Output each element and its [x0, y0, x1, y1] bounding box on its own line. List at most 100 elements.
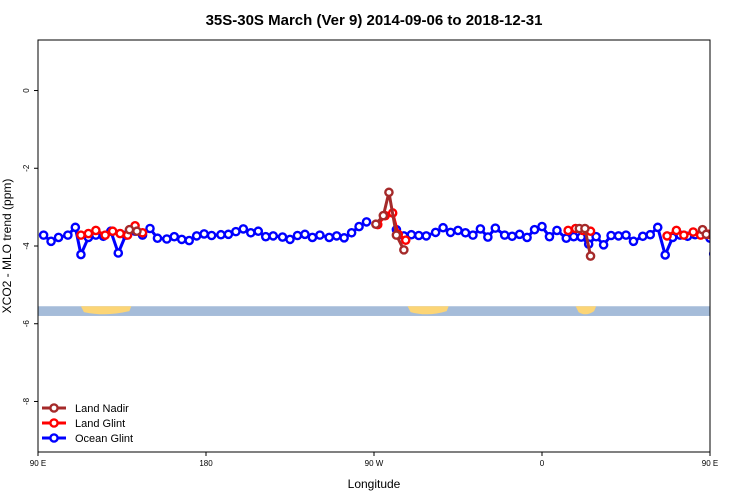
ocean-glint-point-1-15 — [507, 231, 517, 242]
ocean-glint-point-0-21 — [199, 229, 209, 239]
ocean-glint-point-1-30 — [621, 230, 631, 240]
ocean-glint-point-1-20 — [544, 231, 555, 242]
chart-title: 35S-30S March (Ver 9) 2014-09-06 to 2018… — [206, 12, 543, 29]
y-tick-label-1: -2 — [22, 164, 31, 172]
ocean-glint-point-1-23 — [568, 231, 579, 242]
ocean-glint-point-0-36 — [315, 230, 325, 240]
land-ocean-band — [38, 306, 710, 316]
x-tick-label-1: 180 — [199, 459, 213, 468]
ocean-glint-point-1-22 — [561, 233, 572, 244]
legend-label-ocean-glint: Ocean Glint — [75, 433, 133, 445]
land-nadir-point-1-2 — [384, 187, 394, 198]
ocean-glint-point-0-15 — [152, 233, 163, 244]
land-glint-point-3-1 — [671, 225, 682, 236]
y-tick-label-3: -6 — [22, 320, 31, 328]
ocean-glint-point-0-28 — [253, 226, 264, 237]
ocean-glint-point-0-27 — [245, 227, 256, 238]
ocean-glint-point-1-29 — [613, 231, 624, 241]
ocean-glint-point-0-37 — [324, 232, 335, 243]
ocean-glint-point-0-3 — [63, 230, 73, 240]
ocean-glint-point-0-2 — [53, 232, 64, 243]
ocean-glint-point-0-20 — [191, 231, 202, 241]
ocean-glint-point-1-4 — [421, 231, 432, 241]
ocean-glint-point-0-24 — [223, 229, 234, 240]
series-land-nadir — [124, 187, 710, 261]
ocean-glint-point-0-18 — [176, 234, 187, 245]
x-tick-label-4: 90 E — [702, 459, 718, 468]
land-glint-point-0-0 — [76, 230, 86, 240]
ocean-glint-point-1-32 — [638, 231, 648, 242]
ocean-glint-point-0-34 — [300, 229, 310, 240]
legend-marker-land-glint — [49, 418, 59, 428]
ocean-glint-point-1-6 — [438, 222, 448, 233]
ocean-glint-point-0-23 — [216, 229, 226, 240]
ocean-glint-point-0-19 — [184, 235, 194, 246]
ocean-glint-point-1-35 — [660, 250, 671, 260]
ocean-glint-point-1-16 — [514, 229, 525, 240]
ocean-glint-point-1-21 — [552, 225, 562, 236]
ocean-glint-point-0-39 — [339, 233, 349, 243]
legend: Land Nadir Land Glint Ocean Glint — [42, 403, 133, 445]
legend-label-land-nadir: Land Nadir — [75, 403, 129, 415]
series-layer — [38, 187, 710, 261]
ocean-glint-point-1-19 — [537, 221, 547, 232]
land-nadir-point-1-4 — [399, 245, 409, 255]
ocean-glint-point-1-33 — [645, 229, 656, 240]
land-nadir-point-1-3 — [391, 230, 402, 240]
ocean-glint-point-1-27 — [598, 240, 609, 250]
ocean-glint-point-0-26 — [238, 224, 249, 234]
plot-area — [37, 39, 711, 453]
y-tick-label-0: 0 — [22, 88, 31, 93]
x-tick-label-2: 90 W — [365, 459, 384, 468]
land-glint-point-0-2 — [91, 225, 101, 236]
ocean-glint-point-0-0 — [38, 230, 49, 240]
ocean-glint-point-0-40 — [346, 227, 357, 238]
land-glint-point-1-4 — [400, 235, 411, 245]
ocean-glint-point-0-25 — [231, 226, 241, 237]
ocean-band — [38, 306, 710, 316]
ocean-glint-point-1-18 — [529, 224, 540, 235]
land-nadir-point-2-2 — [585, 251, 596, 261]
ocean-glint-point-1-3 — [413, 230, 424, 241]
land-glint-point-0-1 — [83, 228, 94, 239]
ocean-glint-point-1-31 — [628, 236, 639, 247]
x-axis-label: Longitude — [348, 477, 401, 491]
land-glint-point-2-0 — [563, 225, 573, 236]
ocean-glint-point-1-17 — [522, 232, 532, 243]
land-patch-2 — [575, 306, 597, 315]
land-glint-point-3-3 — [688, 227, 699, 237]
ocean-glint-point-0-35 — [307, 232, 318, 243]
land-patch-0 — [80, 306, 132, 315]
ocean-glint-point-0-14 — [145, 223, 155, 234]
ocean-glint-point-0-30 — [268, 231, 279, 241]
legend-marker-ocean-glint — [49, 433, 59, 443]
land-nadir-point-1-1 — [378, 210, 389, 221]
legend-marker-land-nadir — [49, 403, 59, 413]
ocean-glint-point-1-11 — [475, 224, 486, 234]
y-tick-label-2: -4 — [22, 242, 31, 250]
ocean-glint-point-1-9 — [460, 227, 471, 238]
land-nadir-point-1-0 — [371, 219, 381, 230]
x-axis: 90 E 180 90 W 0 90 E — [30, 452, 718, 468]
ocean-glint-point-1-8 — [453, 225, 463, 236]
ocean-glint-point-1-5 — [430, 227, 441, 238]
y-axis-label: XCO2 - MLO trend (ppm) — [0, 179, 14, 314]
land-glint-point-0-5 — [115, 228, 125, 239]
land-glint-point-3-0 — [662, 231, 672, 241]
ocean-glint-point-1-7 — [445, 227, 456, 238]
y-axis: 0 -2 -4 -6 -8 — [22, 88, 38, 405]
ocean-glint-point-1-12 — [483, 232, 493, 242]
ocean-glint-point-0-22 — [206, 230, 217, 241]
land-nadir-point-3-1 — [701, 229, 710, 240]
ocean-glint-point-1-26 — [591, 231, 601, 242]
ocean-glint-point-0-5 — [76, 249, 86, 260]
ocean-glint-point-0-38 — [331, 231, 342, 241]
ocean-glint-point-0-33 — [292, 230, 303, 241]
x-tick-label-0: 90 E — [30, 459, 46, 468]
land-glint-point-3-2 — [679, 230, 689, 240]
ocean-glint-point-0-1 — [46, 236, 56, 247]
ocean-glint-point-0-17 — [169, 231, 180, 242]
land-nadir-point-0-1 — [132, 226, 142, 237]
